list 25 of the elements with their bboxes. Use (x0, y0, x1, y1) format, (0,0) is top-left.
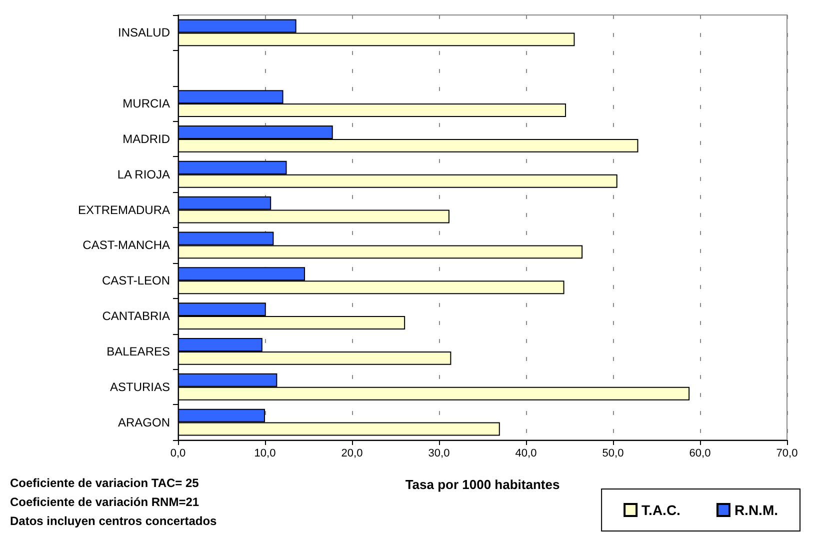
x-tick-label: 70,0 (776, 448, 798, 460)
y-tick-label: MURCIA (122, 96, 170, 111)
text: Datos incluyen centros concertados (10, 514, 218, 528)
legend-label: R.N.M. (734, 502, 778, 518)
text: Coeficiente de variación RNM=21 (10, 495, 200, 509)
x-tick-label: 30,0 (428, 448, 450, 460)
x-axis-title: Tasa por 1000 habitantes (405, 477, 560, 492)
y-tick-label: CANTABRIA (102, 309, 170, 324)
x-tick-label: 60,0 (689, 448, 711, 460)
legend-label: T.A.C. (642, 502, 680, 518)
y-tick-label: MADRID (122, 132, 170, 146)
x-tick-label: 20,0 (341, 448, 363, 460)
x-tick-label: 50,0 (602, 448, 624, 460)
text: Coeficiente de variacion TAC= 25 (10, 476, 200, 490)
y-tick-label: BALEARES (106, 344, 170, 358)
y-tick-label: CAST-MANCHA (82, 238, 170, 252)
y-tick-label: LA RIOJA (117, 167, 170, 182)
y-tick-label: CAST-LEON (102, 274, 170, 288)
x-tick-label: 10,0 (254, 448, 276, 460)
y-tick-label: INSALUD (118, 26, 170, 40)
x-tick-label: 0,0 (170, 448, 186, 460)
y-tick-label: ARAGON (118, 415, 170, 430)
y-tick-label: ASTURIAS (110, 380, 170, 394)
x-tick-label: 40,0 (515, 448, 537, 460)
y-tick-label: EXTREMADURA (78, 202, 170, 217)
